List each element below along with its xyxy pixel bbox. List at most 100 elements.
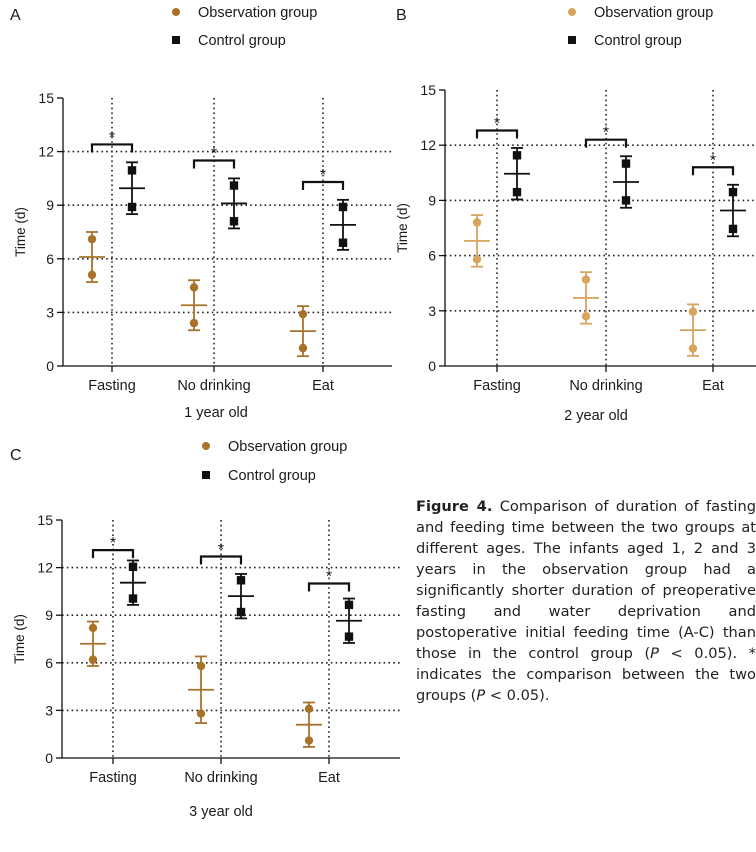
control-point [128, 594, 138, 603]
observation-errorbar [181, 279, 207, 332]
significance-bracket: * [475, 115, 519, 139]
y-tick-label: 9 [46, 197, 54, 213]
significance-bracket: * [192, 146, 236, 169]
gridlines [62, 520, 400, 758]
control-errorbar [120, 559, 146, 606]
observation-point [298, 343, 308, 353]
y-tick-label: 9 [428, 192, 436, 208]
y-tick-label: 12 [37, 560, 53, 576]
control-point [128, 562, 138, 572]
panel-label: B [396, 7, 407, 24]
chart-a: A Observation group Control group 0 3 6 9 12 15 T… [10, 5, 392, 421]
significance-star: * [710, 152, 716, 169]
legend-control-label: Control group [594, 33, 682, 49]
control-point [229, 217, 239, 226]
x-subtitle: 2 year old [564, 408, 628, 424]
significance-star: * [494, 115, 500, 132]
x-tick-label: Fasting [89, 770, 137, 786]
control-errorbar [613, 155, 639, 209]
significance-star: * [603, 125, 609, 142]
observation-errorbar [290, 305, 316, 358]
control-point [512, 151, 522, 160]
significance-bracket: * [199, 541, 243, 565]
legend-control-marker [568, 36, 576, 44]
significance-star: * [320, 167, 326, 184]
control-point [621, 159, 631, 168]
observation-errorbar [79, 231, 105, 283]
y-tick-label: 3 [428, 303, 436, 319]
control-point [236, 576, 246, 585]
bracket-line [307, 582, 351, 592]
observation-point [189, 318, 199, 328]
observation-point [196, 661, 206, 671]
control-errorbar [221, 177, 247, 230]
significance-star: * [109, 129, 115, 146]
legend-observation-label: Observation group [228, 439, 347, 455]
legend: Observation group Control group [568, 5, 713, 49]
control-point [728, 187, 738, 197]
y-tick-label: 15 [37, 512, 53, 528]
legend-observation-marker [568, 8, 576, 16]
observation-errorbar [296, 701, 322, 748]
observation-point [88, 623, 98, 633]
control-errorbar [336, 597, 362, 644]
legend-control-label: Control group [228, 468, 316, 484]
y-tick-label: 0 [46, 358, 54, 374]
bracket-line [475, 129, 519, 139]
chart-b: B Observation group Control group 0 3 6 9 12 15 T… [395, 5, 756, 424]
caption-text-3: < 0.05). [485, 687, 550, 704]
caption-label: Figure 4. [416, 498, 493, 515]
significance-bracket: * [301, 167, 345, 190]
caption-p-2: P [476, 687, 486, 704]
x-subtitle: 1 year old [184, 405, 248, 421]
significance-bracket: * [584, 125, 628, 148]
x-tick-label: Fasting [473, 378, 521, 394]
observation-point [87, 270, 97, 280]
panel-c: C Observation group Control group 0 3 6 9 12 15 T… [0, 430, 400, 852]
caption-text-2: < 0.05). * indicates the comparison betw… [416, 645, 756, 704]
y-tick-label: 0 [45, 750, 53, 766]
control-point [344, 632, 354, 641]
significance-bracket: * [91, 535, 135, 559]
bracket-line [90, 143, 134, 153]
significance-bracket: * [691, 152, 735, 176]
bracket-line [301, 180, 345, 190]
observation-point [581, 275, 591, 284]
y-tick-label: 3 [45, 702, 53, 718]
gridlines [63, 98, 392, 366]
observation-errorbar [464, 214, 490, 268]
control-point [338, 202, 348, 212]
bracket-line [199, 555, 243, 565]
control-point [338, 238, 348, 247]
significance-bracket: * [307, 568, 351, 592]
observation-point [304, 736, 314, 745]
y-axis-label: Time (d) [13, 207, 28, 257]
y-tick-label: 6 [45, 655, 53, 671]
control-point [127, 166, 137, 175]
legend-observation-marker [202, 442, 210, 450]
observation-point [581, 312, 591, 321]
x-tick-label: No drinking [184, 770, 257, 786]
control-point [344, 600, 354, 610]
x-tick-label: Eat [318, 770, 340, 786]
control-point [127, 202, 137, 212]
y-tick-label: 3 [46, 304, 54, 320]
observation-point [688, 344, 698, 353]
observation-point [189, 283, 199, 292]
significance-star: * [326, 568, 332, 585]
figure-caption: Figure 4. Comparison of duration of fast… [416, 496, 756, 706]
legend-observation-marker [172, 8, 180, 16]
observation-point [87, 234, 97, 244]
observation-point [88, 655, 98, 664]
panel-label: C [10, 447, 22, 464]
significance-bracket: * [90, 129, 134, 153]
significance-star: * [218, 541, 224, 558]
control-errorbar [504, 147, 530, 201]
bracket-line [91, 549, 135, 559]
control-point [236, 607, 246, 617]
y-tick-label: 15 [38, 90, 54, 106]
x-tick-label: No drinking [177, 378, 250, 394]
x-tick-label: No drinking [569, 378, 642, 394]
legend: Observation group Control group [202, 439, 347, 484]
control-errorbar [720, 183, 746, 238]
